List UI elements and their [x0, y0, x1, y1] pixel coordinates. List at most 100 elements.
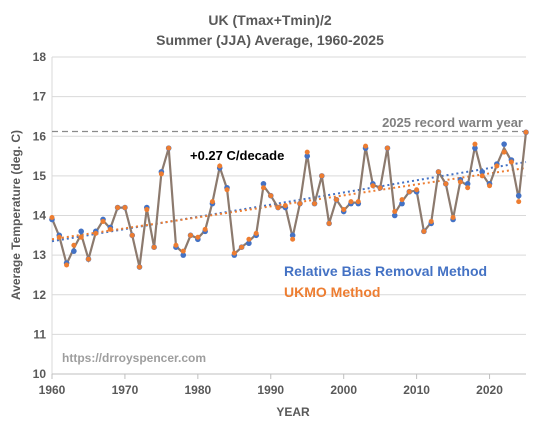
point-ukmo: [355, 199, 361, 205]
x-tick-labels: 1960 1970 1980 1990 2000 2010 2020: [39, 383, 504, 397]
point-ukmo: [304, 149, 310, 155]
y-tick-label: 11: [33, 327, 46, 341]
point-ukmo: [56, 234, 62, 240]
x-tick-label: 1990: [257, 383, 284, 397]
point-ukmo: [173, 242, 179, 248]
x-axis-label: YEAR: [276, 405, 310, 419]
point-relative-bias: [501, 141, 507, 147]
point-ukmo: [64, 262, 70, 268]
y-tick-label: 17: [33, 90, 47, 104]
point-relative-bias: [289, 232, 296, 239]
source-url: https://drroyspencer.com: [62, 351, 206, 365]
point-ukmo: [107, 226, 113, 232]
point-ukmo: [370, 183, 376, 189]
point-ukmo: [465, 185, 471, 191]
x-tick-label: 1980: [184, 383, 211, 397]
point-ukmo: [275, 205, 281, 211]
y-tick-label: 18: [33, 50, 47, 64]
point-relative-bias: [180, 252, 187, 258]
point-ukmo: [180, 248, 186, 254]
point-ukmo: [479, 173, 485, 179]
point-relative-bias: [515, 192, 522, 199]
point-relative-bias: [399, 200, 405, 207]
legend-ukmo: UKMO Method: [284, 284, 380, 300]
point-ukmo: [494, 163, 500, 169]
point-ukmo: [282, 203, 288, 209]
point-relative-bias: [71, 248, 77, 254]
point-ukmo: [406, 189, 412, 195]
x-tick-label: 2000: [330, 383, 357, 397]
point-ukmo: [122, 205, 128, 211]
point-ukmo: [435, 169, 441, 175]
point-ukmo: [224, 187, 230, 193]
x-tick-label: 1970: [112, 383, 139, 397]
point-relative-bias: [464, 181, 471, 187]
record-year-label: 2025 record warm year: [382, 115, 523, 130]
point-relative-bias: [479, 169, 486, 175]
point-ukmo: [85, 256, 91, 262]
point-ukmo: [202, 226, 208, 232]
point-ukmo: [384, 145, 390, 151]
point-ukmo: [268, 193, 274, 199]
point-relative-bias: [246, 240, 252, 247]
point-ukmo: [414, 187, 420, 193]
y-tick-label: 13: [33, 248, 47, 262]
point-ukmo: [217, 163, 223, 169]
point-ukmo: [253, 230, 259, 236]
y-tick-label: 12: [33, 288, 47, 302]
point-ukmo: [151, 244, 157, 250]
point-ukmo: [399, 197, 405, 203]
point-ukmo: [501, 149, 507, 155]
point-ukmo: [144, 207, 150, 213]
point-ukmo: [377, 185, 383, 191]
point-ukmo: [71, 242, 77, 248]
point-ukmo: [100, 218, 106, 224]
point-ukmo: [188, 232, 194, 238]
point-ukmo: [333, 197, 339, 203]
point-ukmo: [472, 141, 478, 147]
y-tick-label: 15: [33, 169, 47, 183]
data-series: [49, 129, 529, 270]
chart-title: UK (Tmax+Tmin)/2: [208, 12, 332, 28]
point-relative-bias: [78, 228, 84, 235]
point-ukmo: [137, 264, 143, 270]
point-ukmo: [487, 183, 493, 189]
trend-rate-label: +0.27 C/decade: [190, 148, 284, 163]
point-relative-bias: [472, 145, 478, 151]
point-ukmo: [421, 228, 427, 234]
y-tick-label: 10: [33, 367, 47, 381]
point-relative-bias: [391, 212, 398, 219]
y-tick-labels: 10 11 12 13 14 15 16 17 18: [33, 50, 47, 381]
y-axis-label: Average Temperature (deg. C): [9, 130, 23, 300]
point-ukmo: [93, 230, 99, 236]
point-ukmo: [260, 185, 266, 191]
x-tick-label: 2010: [403, 383, 430, 397]
point-ukmo: [312, 201, 318, 207]
chart-subtitle: Summer (JJA) Average, 1960-2025: [156, 32, 384, 48]
point-ukmo: [78, 234, 84, 240]
point-ukmo: [115, 205, 121, 211]
point-ukmo: [450, 214, 456, 220]
point-ukmo: [129, 232, 135, 238]
point-ukmo: [158, 171, 164, 177]
legend-relative-bias: Relative Bias Removal Method: [284, 263, 487, 279]
series-connecting-line: [50, 132, 528, 268]
point-ukmo: [348, 199, 354, 205]
x-tick-label: 1960: [39, 383, 66, 397]
point-ukmo: [209, 199, 215, 205]
point-ukmo: [195, 234, 201, 240]
point-ukmo: [290, 236, 296, 242]
point-ukmo: [319, 173, 325, 179]
point-ukmo: [363, 143, 369, 149]
point-ukmo: [326, 220, 332, 226]
point-relative-bias: [260, 181, 267, 187]
point-ukmo: [508, 159, 514, 165]
point-relative-bias: [304, 153, 311, 159]
y-tick-label: 14: [33, 209, 47, 223]
point-ukmo: [341, 207, 347, 213]
point-ukmo: [443, 181, 449, 187]
point-ukmo: [392, 209, 398, 215]
point-ukmo: [246, 236, 252, 242]
